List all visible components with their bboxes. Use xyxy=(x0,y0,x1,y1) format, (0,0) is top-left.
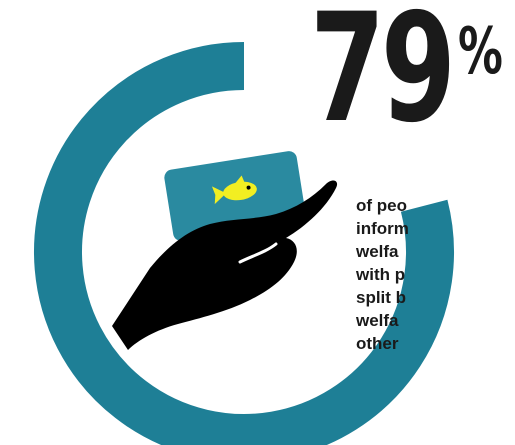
caption-line: split b xyxy=(356,288,407,307)
fish-icon xyxy=(211,175,257,205)
hand-holding-card-icon xyxy=(112,151,338,350)
caption-line: with p xyxy=(356,265,406,284)
stat-unit: % xyxy=(458,15,503,89)
stat-caption: of peo inform welfa with p split b welfa… xyxy=(356,194,515,355)
caption-line: inform xyxy=(356,219,409,238)
caption-line: welfa xyxy=(356,311,399,330)
hand-icon xyxy=(112,180,338,350)
progress-ring-arc xyxy=(34,42,454,445)
caption-line: of peo xyxy=(356,196,407,215)
hand-thumb-line xyxy=(238,242,278,264)
caption-line: welfa xyxy=(356,242,399,261)
stat-value: 79 xyxy=(310,0,456,156)
caption-line: other xyxy=(356,334,399,353)
